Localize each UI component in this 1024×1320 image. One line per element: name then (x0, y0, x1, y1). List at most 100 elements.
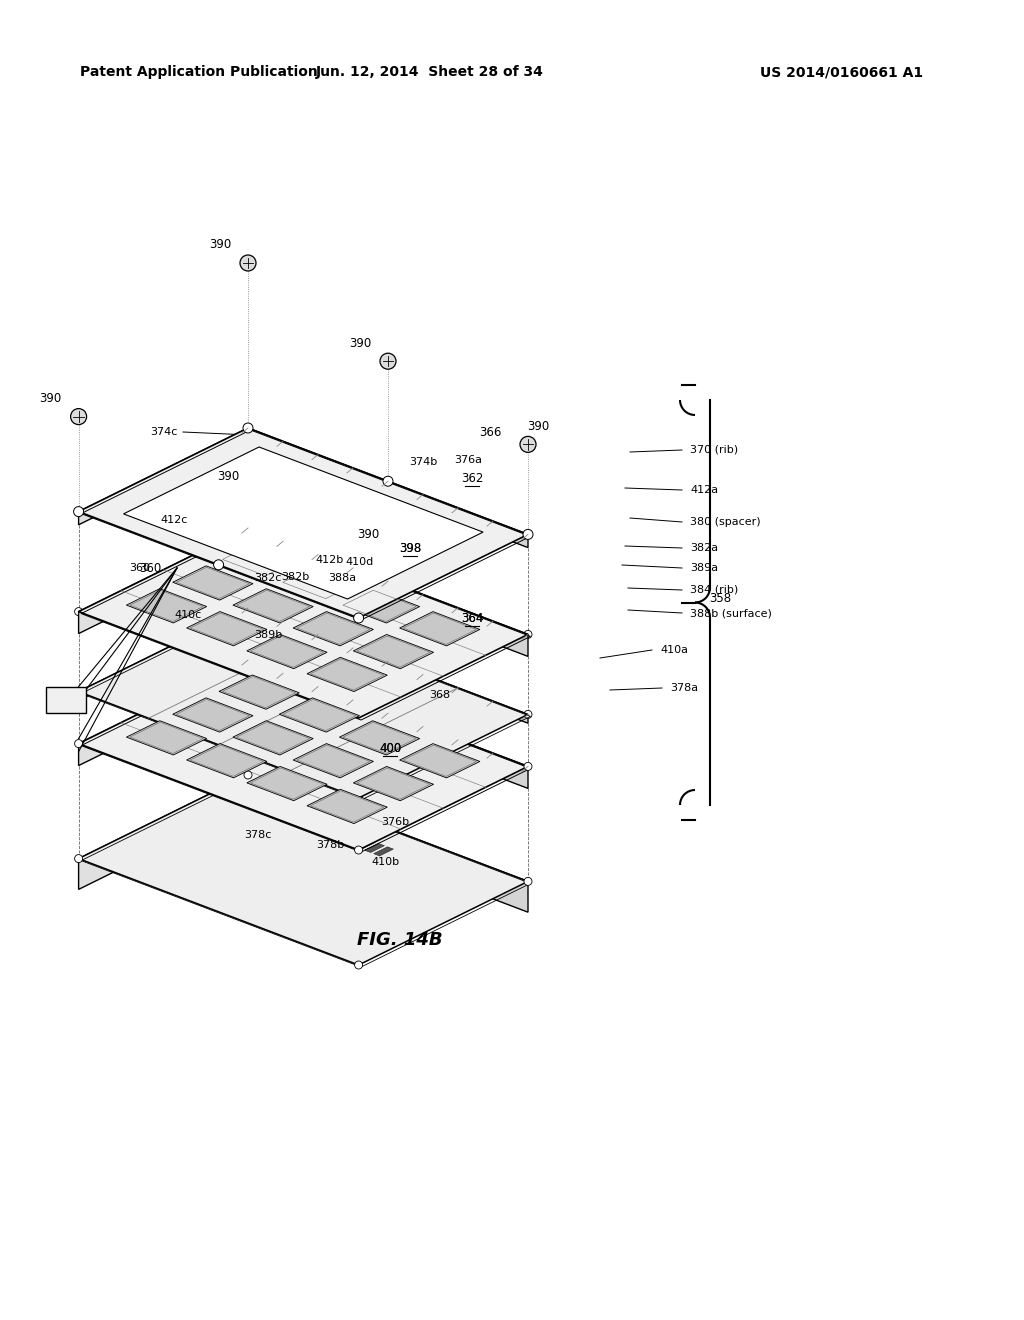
Polygon shape (307, 789, 387, 824)
Text: 358: 358 (709, 591, 731, 605)
Polygon shape (280, 566, 359, 601)
Circle shape (524, 763, 532, 771)
Text: 390: 390 (217, 470, 240, 483)
Text: 412b: 412b (315, 554, 344, 565)
Polygon shape (338, 833, 357, 842)
Text: 374c: 374c (151, 426, 178, 437)
Polygon shape (126, 721, 207, 755)
Circle shape (354, 961, 362, 969)
Circle shape (240, 255, 256, 271)
Polygon shape (284, 813, 303, 822)
Text: 400: 400 (379, 742, 401, 755)
Polygon shape (173, 566, 253, 601)
Polygon shape (374, 847, 393, 855)
Text: 378c: 378c (245, 830, 271, 840)
Polygon shape (124, 447, 483, 599)
Polygon shape (220, 788, 241, 797)
Text: 364: 364 (461, 611, 483, 624)
Polygon shape (399, 611, 480, 645)
Polygon shape (346, 837, 367, 846)
Circle shape (524, 631, 532, 639)
Text: Jun. 12, 2014  Sheet 28 of 34: Jun. 12, 2014 Sheet 28 of 34 (316, 65, 544, 79)
Polygon shape (399, 743, 480, 777)
Polygon shape (219, 675, 299, 709)
Polygon shape (186, 611, 267, 645)
Text: 382a: 382a (690, 543, 718, 553)
Polygon shape (274, 809, 295, 818)
Polygon shape (302, 820, 322, 829)
Text: 400: 400 (379, 742, 401, 755)
Polygon shape (265, 805, 286, 814)
Circle shape (354, 846, 362, 854)
Circle shape (243, 422, 253, 433)
Text: 360: 360 (129, 564, 150, 573)
Polygon shape (339, 721, 420, 755)
Polygon shape (247, 635, 327, 669)
Polygon shape (355, 840, 376, 849)
Text: 384 (rib): 384 (rib) (690, 585, 738, 595)
Polygon shape (79, 609, 528, 799)
Circle shape (244, 656, 252, 664)
Text: 390: 390 (40, 392, 61, 405)
Circle shape (354, 714, 362, 722)
Polygon shape (339, 589, 420, 623)
Polygon shape (293, 611, 374, 645)
Polygon shape (79, 528, 528, 718)
Polygon shape (310, 822, 331, 832)
Text: 368: 368 (429, 690, 451, 700)
Polygon shape (319, 826, 339, 836)
Circle shape (75, 607, 83, 615)
Polygon shape (307, 657, 387, 692)
Polygon shape (365, 843, 384, 853)
Polygon shape (173, 698, 253, 733)
Polygon shape (229, 792, 250, 801)
Text: 388b (surface): 388b (surface) (690, 609, 772, 618)
Polygon shape (79, 609, 248, 701)
Polygon shape (353, 635, 433, 669)
Text: 412c: 412c (161, 515, 188, 525)
Polygon shape (79, 775, 248, 890)
Text: FIG. 14B: FIG. 14B (357, 931, 442, 949)
Polygon shape (207, 781, 252, 801)
Polygon shape (280, 698, 359, 733)
Text: 390: 390 (527, 420, 549, 433)
Text: 390: 390 (357, 528, 380, 541)
Text: 378a: 378a (670, 682, 698, 693)
Circle shape (350, 545, 367, 561)
Text: 410d: 410d (346, 557, 374, 568)
Text: 390: 390 (209, 239, 231, 252)
Text: 388a: 388a (328, 573, 356, 583)
Text: Patent Application Publication: Patent Application Publication (80, 65, 317, 79)
Circle shape (524, 878, 532, 886)
Text: 376b: 376b (381, 817, 409, 828)
Text: 382c: 382c (254, 573, 282, 583)
Circle shape (75, 739, 83, 747)
Text: 380 (spacer): 380 (spacer) (690, 517, 761, 527)
Text: 398: 398 (399, 541, 421, 554)
Polygon shape (79, 428, 528, 618)
Polygon shape (79, 660, 248, 766)
Polygon shape (329, 830, 348, 838)
Circle shape (523, 529, 534, 540)
Circle shape (244, 605, 252, 612)
Circle shape (75, 688, 83, 696)
Circle shape (380, 354, 396, 370)
Polygon shape (248, 799, 267, 808)
Circle shape (524, 710, 532, 718)
Text: 382b: 382b (281, 572, 309, 582)
Polygon shape (257, 803, 276, 812)
Polygon shape (219, 543, 299, 577)
Text: 410b: 410b (371, 857, 399, 867)
Text: 389a: 389a (690, 564, 718, 573)
Polygon shape (248, 528, 528, 656)
Text: 374b: 374b (409, 457, 437, 467)
Text: 366: 366 (479, 425, 501, 438)
Circle shape (244, 771, 252, 779)
Polygon shape (232, 589, 313, 623)
Polygon shape (79, 428, 248, 525)
Text: 360: 360 (139, 561, 161, 574)
Polygon shape (186, 743, 267, 777)
Circle shape (71, 409, 87, 425)
FancyBboxPatch shape (46, 686, 86, 713)
Circle shape (383, 477, 393, 486)
